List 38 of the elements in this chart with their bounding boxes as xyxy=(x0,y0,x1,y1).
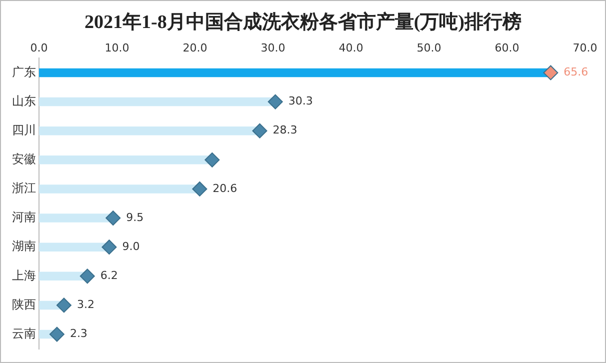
data-label: 9.0 xyxy=(122,240,140,253)
chart-title: 2021年1-8月中国合成洗衣粉各省市产量(万吨)排行榜 xyxy=(84,10,522,35)
x-tick-label: 70.0 xyxy=(572,41,598,54)
data-label: 2.3 xyxy=(70,327,88,340)
point xyxy=(80,268,95,284)
y-tick-label: 上海 xyxy=(12,268,36,282)
data-label: 6.2 xyxy=(100,269,118,282)
x-tick-label: 10.0 xyxy=(104,41,130,54)
point xyxy=(102,240,117,255)
x-tick-label: 60.0 xyxy=(494,41,520,54)
x-tick-label: 30.0 xyxy=(260,41,286,54)
point xyxy=(106,210,121,226)
y-tick-label: 陕西 xyxy=(12,297,36,312)
data-label: 65.6 xyxy=(564,66,588,79)
y-tick-label: 浙江 xyxy=(12,181,36,196)
point xyxy=(49,326,64,342)
y-tick-label: 云南 xyxy=(12,326,36,340)
y-tick-label: 安徽 xyxy=(12,152,36,166)
data-label: 28.3 xyxy=(272,124,298,137)
y-tick-label: 河南 xyxy=(12,210,36,224)
x-tick-label: 50.0 xyxy=(416,41,442,54)
point xyxy=(268,94,283,110)
data-label: 20.6 xyxy=(212,182,238,195)
y-tick-label: 广东 xyxy=(12,64,36,79)
x-tick-label: 0.0 xyxy=(30,41,48,54)
data-label: 9.5 xyxy=(126,210,144,224)
data-label: 30.3 xyxy=(288,94,313,108)
y-tick-label: 四川 xyxy=(12,122,36,137)
y-tick-label: 湖南 xyxy=(12,239,36,254)
y-tick-label: 山东 xyxy=(12,94,36,108)
point xyxy=(252,123,268,138)
point xyxy=(56,298,72,313)
x-tick-label: 20.0 xyxy=(182,41,208,54)
point xyxy=(192,181,208,196)
x-tick-label: 40.0 xyxy=(338,41,364,54)
point xyxy=(543,65,558,80)
data-label: 3.2 xyxy=(76,298,94,312)
point xyxy=(204,152,220,168)
